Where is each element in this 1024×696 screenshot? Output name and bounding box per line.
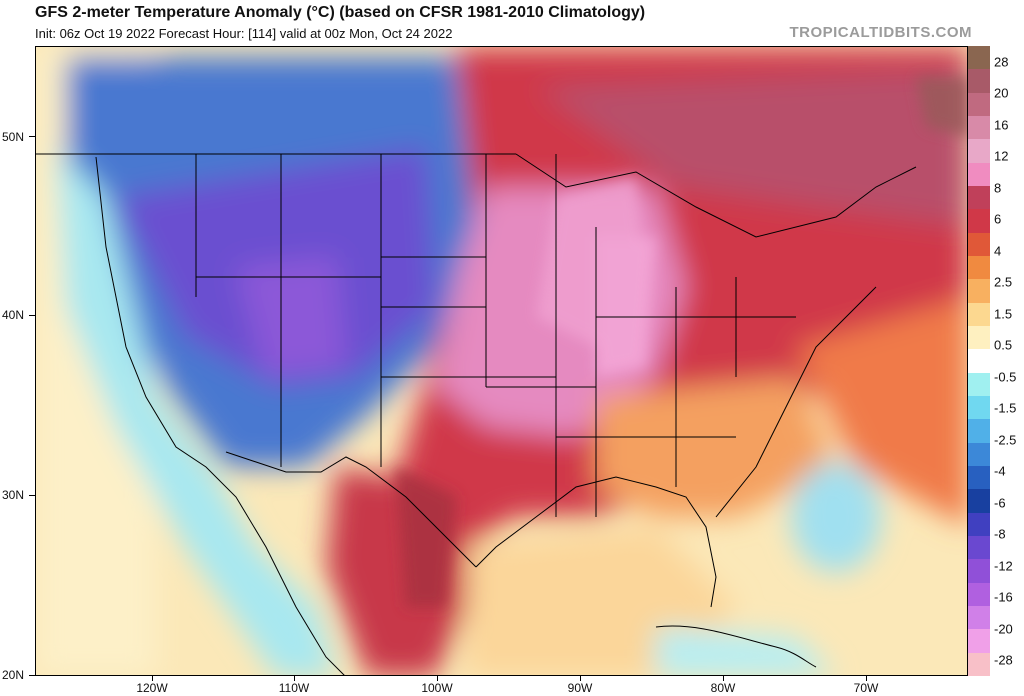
colorbar-label: 4 — [994, 243, 1002, 259]
colorbar-swatch — [968, 326, 990, 350]
colorbar-swatch — [968, 536, 990, 560]
colorbar-label: -6 — [994, 495, 1006, 511]
lon-tick — [294, 676, 295, 681]
lon-tick — [723, 676, 724, 681]
colorbar-swatch — [968, 652, 990, 677]
colorbar-swatch — [968, 396, 990, 420]
lon-label-110w: 110W — [278, 681, 310, 695]
colorbar-label: 12 — [994, 148, 1009, 164]
colorbar-label: 6 — [994, 211, 1002, 227]
atlantic-warm-band — [796, 297, 967, 526]
colorbar-swatch — [968, 186, 990, 210]
northeast-corner-warm — [916, 77, 967, 137]
great-lakes-border — [515, 153, 917, 238]
intermountain-cold-core — [236, 257, 346, 377]
temperature-anomaly-map[interactable] — [35, 46, 968, 676]
colorbar-swatch — [968, 46, 990, 70]
lon-label-90w: 90W — [567, 681, 593, 695]
southeast-mild-warm — [596, 377, 836, 517]
colorbar-swatch — [968, 116, 990, 140]
coastal-cool-strip — [56, 147, 336, 675]
colorbar-label: -2.5 — [994, 432, 1017, 448]
lat-label-20n: 20N — [2, 668, 25, 682]
us-mexico-border — [225, 451, 477, 568]
colorbar-swatch — [968, 302, 990, 327]
colorbar-label: 0.5 — [994, 337, 1013, 353]
political-boundaries — [36, 153, 917, 675]
colorbar-label: -4 — [994, 463, 1006, 479]
colorbar-swatch — [968, 349, 990, 374]
map-title: GFS 2-meter Temperature Anomaly (°C) (ba… — [35, 4, 646, 21]
lat-label-40n: 40N — [2, 308, 25, 322]
map-canvas — [36, 47, 967, 675]
state-lines — [195, 154, 796, 517]
colorbar-label: -1.5 — [994, 400, 1017, 416]
pacific-coastline — [95, 156, 345, 675]
colorbar-label: -16 — [994, 589, 1013, 605]
colorbar-swatch — [968, 279, 990, 304]
colorbar-swatch — [968, 232, 990, 257]
lat-tick — [29, 315, 35, 316]
atlantic-coastline — [715, 286, 877, 518]
lon-label-70w: 70W — [853, 681, 879, 695]
colorbar-swatch — [968, 162, 990, 187]
colorbar-swatch — [968, 629, 990, 654]
lon-label-100w: 100W — [421, 681, 453, 695]
colorbar-label: 8 — [994, 180, 1002, 196]
colorbar-swatch — [968, 92, 990, 117]
colorbar-label: 20 — [994, 85, 1009, 101]
colorbar-legend: 28 20 16 12 8 6 4 2.5 1.5 0.5 -0.5 -1.5 -2.5 -4 -6 -8 -1… — [968, 46, 1024, 677]
colorbar-swatch — [968, 606, 990, 630]
colorbar-swatch — [968, 69, 990, 94]
lon-label-120w: 120W — [136, 681, 168, 695]
colorbar-label: -12 — [994, 558, 1013, 574]
colorbar-swatch — [968, 419, 990, 444]
canada-warm — [536, 67, 967, 227]
lon-tick — [580, 676, 581, 681]
forecast-info: Init: 06z Oct 19 2022 Forecast Hour: [11… — [35, 26, 453, 41]
brand-watermark: TROPICALTIDBITS.COM — [789, 24, 972, 41]
colorbar-swatch — [968, 372, 990, 397]
lake-michigan-peak — [596, 237, 656, 377]
cuba-coastline — [655, 625, 817, 668]
colorbar-label: 1.5 — [994, 306, 1013, 322]
lon-tick — [437, 676, 438, 681]
lat-tick — [29, 136, 35, 137]
colorbar-swatch — [968, 139, 990, 164]
lat-tick — [29, 495, 35, 496]
colorbar-swatch — [968, 209, 990, 234]
colorbar-label: -20 — [994, 621, 1013, 637]
caribbean-cool — [656, 627, 834, 675]
colorbar-swatch — [968, 442, 990, 467]
colorbar-label: 28 — [994, 54, 1009, 70]
colorbar-swatch — [968, 559, 990, 584]
lat-label-50n: 50N — [2, 130, 25, 144]
colorbar-label: 2.5 — [994, 274, 1013, 290]
lon-label-80w: 80W — [710, 681, 736, 695]
lon-tick — [866, 676, 867, 681]
colorbar-swatch — [968, 256, 990, 280]
gulf-coastline — [475, 476, 717, 608]
lon-tick — [152, 676, 153, 681]
lat-label-30n: 30N — [2, 488, 25, 502]
colorbar-swatch — [968, 582, 990, 607]
atlantic-cool-spot — [791, 462, 881, 572]
colorbar-label: -8 — [994, 526, 1006, 542]
colorbar-swatch — [968, 466, 990, 490]
colorbar-swatch — [968, 489, 990, 514]
lat-tick — [29, 675, 35, 676]
colorbar-label: 16 — [994, 117, 1009, 133]
colorbar-swatch — [968, 512, 990, 537]
colorbar-label: -28 — [994, 652, 1013, 668]
colorbar-label: -0.5 — [994, 369, 1017, 385]
